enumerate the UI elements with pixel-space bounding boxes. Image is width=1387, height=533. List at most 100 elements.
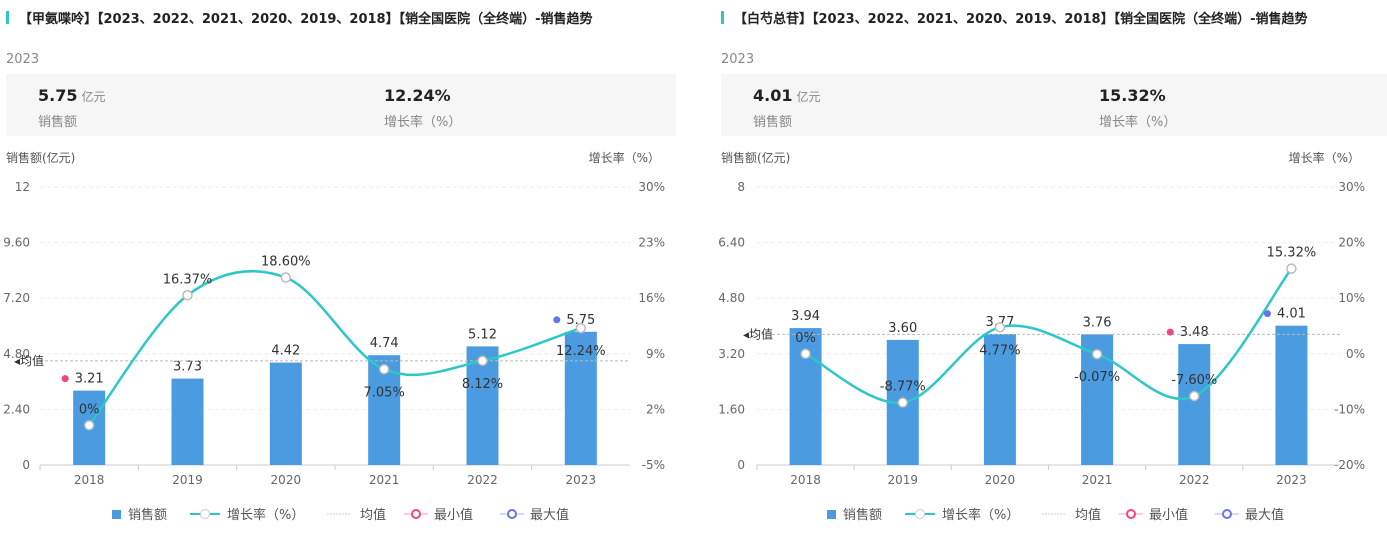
bar-value-label: 5.12 bbox=[468, 327, 497, 342]
mean-label: ◂均值 bbox=[14, 353, 44, 368]
growth-point-2021 bbox=[378, 364, 390, 375]
y2-tick-label: 10% bbox=[1338, 291, 1365, 305]
growth-point-2019 bbox=[897, 397, 908, 408]
bar-value-label: 3.21 bbox=[75, 372, 104, 387]
y2-tick-label: 16% bbox=[638, 291, 665, 305]
legend-max[interactable]: 最大值 bbox=[530, 507, 569, 523]
growth-point-2022 bbox=[1189, 390, 1200, 402]
legend-sales-swatch[interactable] bbox=[112, 510, 121, 519]
y-tick-label: 7.20 bbox=[3, 291, 30, 305]
y-tick-label: 0 bbox=[22, 458, 30, 472]
y2-tick-label: 23% bbox=[638, 236, 665, 250]
bar-2020 bbox=[983, 333, 1016, 465]
legend-max[interactable]: 最大值 bbox=[1245, 507, 1284, 523]
y2-axis-title: 增长率（%） bbox=[589, 150, 660, 165]
x-tick-label: 2018 bbox=[74, 473, 105, 487]
y-tick-label: 3.20 bbox=[718, 347, 745, 361]
bar-value-label: 3.60 bbox=[888, 321, 917, 336]
y-tick-label: 9.60 bbox=[3, 236, 30, 250]
year-label: 2023 bbox=[721, 52, 755, 67]
legend-max-icon[interactable] bbox=[1222, 509, 1232, 519]
legend-min-icon[interactable] bbox=[411, 509, 421, 519]
legend-min-icon[interactable] bbox=[1126, 509, 1136, 519]
legend-mean[interactable]: 均值 bbox=[360, 507, 386, 523]
max-marker bbox=[1263, 310, 1271, 318]
kpi-unit: 亿元 bbox=[796, 90, 821, 104]
legend-sales-swatch[interactable] bbox=[827, 510, 836, 519]
kpi-sales-value: 4.01 bbox=[753, 86, 793, 105]
kpi-sales: 5.75 亿元 bbox=[38, 86, 106, 105]
growth-point-2018 bbox=[800, 348, 811, 360]
bar-value-label: 4.42 bbox=[271, 344, 300, 359]
chart-title: 【白芍总苷】【2023、2022、2021、2020、2019、2018】【销全… bbox=[721, 8, 1308, 27]
min-marker bbox=[61, 375, 69, 383]
x-tick-label: 2019 bbox=[887, 473, 918, 487]
legend-growth[interactable]: 增长率（%） bbox=[227, 507, 304, 523]
title-accent bbox=[721, 11, 724, 24]
x-tick-label: 2021 bbox=[1082, 473, 1113, 487]
bar-2022 bbox=[1178, 344, 1211, 465]
y-tick-label: 6.40 bbox=[718, 236, 745, 250]
bar-2023 bbox=[1275, 325, 1308, 465]
growth-value-label: 7.05% bbox=[364, 385, 405, 400]
title-text: 【白芍总苷】【2023、2022、2021、2020、2019、2018】【销全… bbox=[734, 12, 1308, 27]
growth-value-label: -0.07% bbox=[1074, 370, 1120, 385]
title-text: 【甲氨喋呤】【2023、2022、2021、2020、2019、2018】【销全… bbox=[19, 12, 593, 27]
kpi-card: 4.01 亿元 销售额 15.32% 增长率（%） bbox=[721, 74, 1387, 136]
kpi-growth-value: 15.32% bbox=[1099, 86, 1166, 105]
bar-value-label: 3.76 bbox=[1083, 315, 1112, 330]
legend-sales[interactable]: 销售额 bbox=[128, 507, 167, 523]
x-tick-label: 2020 bbox=[271, 473, 302, 487]
kpi-card: 5.75 亿元 销售额 12.24% 增长率（%） bbox=[6, 74, 676, 136]
y2-tick-label: -10% bbox=[1334, 402, 1365, 416]
y2-tick-label: 30% bbox=[1338, 180, 1365, 194]
kpi-unit: 亿元 bbox=[81, 90, 106, 104]
y-axis-title: 销售额(亿元) bbox=[6, 150, 75, 165]
growth-line bbox=[88, 269, 582, 427]
chart-title: 【甲氨喋呤】【2023、2022、2021、2020、2019、2018】【销全… bbox=[6, 8, 593, 27]
legend-min[interactable]: 最小值 bbox=[434, 507, 473, 523]
kpi-sales-label: 销售额 bbox=[38, 115, 78, 130]
kpi-sales-value: 5.75 bbox=[38, 86, 78, 105]
x-tick-label: 2023 bbox=[1276, 473, 1307, 487]
bar-value-label: 4.74 bbox=[370, 336, 399, 351]
kpi-growth-label: 增长率（%） bbox=[1099, 115, 1177, 130]
growth-line bbox=[804, 267, 1293, 404]
y-tick-label: 0 bbox=[737, 458, 745, 472]
y-tick-label: 2.40 bbox=[3, 402, 30, 416]
x-tick-label: 2018 bbox=[790, 473, 821, 487]
y2-tick-label: 0% bbox=[1346, 347, 1365, 361]
growth-value-label: 16.37% bbox=[163, 272, 213, 287]
legend-growth[interactable]: 增长率（%） bbox=[942, 507, 1019, 523]
bar-2023 bbox=[564, 331, 597, 465]
max-marker bbox=[553, 316, 561, 324]
growth-value-label: 12.24% bbox=[556, 344, 606, 359]
chart-panel-left: 【甲氨喋呤】【2023、2022、2021、2020、2019、2018】【销全… bbox=[0, 0, 676, 533]
bar-value-label: 3.73 bbox=[173, 360, 202, 375]
growth-value-label: -8.77% bbox=[880, 380, 926, 395]
y2-tick-label: 2% bbox=[646, 402, 665, 416]
min-marker bbox=[1166, 328, 1174, 336]
legend-sales[interactable]: 销售额 bbox=[843, 507, 882, 523]
y2-tick-label: 9% bbox=[646, 347, 665, 361]
bar-value-label: 5.75 bbox=[566, 313, 595, 328]
growth-value-label: 0% bbox=[795, 331, 816, 346]
growth-point-2018 bbox=[83, 420, 95, 431]
legend-max-icon[interactable] bbox=[507, 509, 517, 519]
legend-mean[interactable]: 均值 bbox=[1075, 507, 1101, 523]
growth-point-2020 bbox=[280, 272, 292, 283]
legend-growth-point[interactable] bbox=[200, 509, 210, 519]
y2-tick-label: 20% bbox=[1338, 236, 1365, 250]
y2-tick-label: -20% bbox=[1334, 458, 1365, 472]
legend-growth-point[interactable] bbox=[915, 509, 925, 519]
growth-value-label: 18.60% bbox=[261, 255, 311, 270]
x-tick-label: 2022 bbox=[467, 473, 498, 487]
y-axis-title: 销售额(亿元) bbox=[721, 150, 790, 165]
growth-point-2020 bbox=[994, 322, 1006, 333]
bar-value-label: 4.01 bbox=[1277, 307, 1306, 322]
y-tick-label: 12 bbox=[15, 180, 30, 194]
growth-point-2022 bbox=[477, 355, 488, 367]
y-tick-label: 8 bbox=[737, 180, 745, 194]
legend-min[interactable]: 最小值 bbox=[1149, 507, 1188, 523]
bar-value-label: 3.48 bbox=[1180, 325, 1209, 340]
